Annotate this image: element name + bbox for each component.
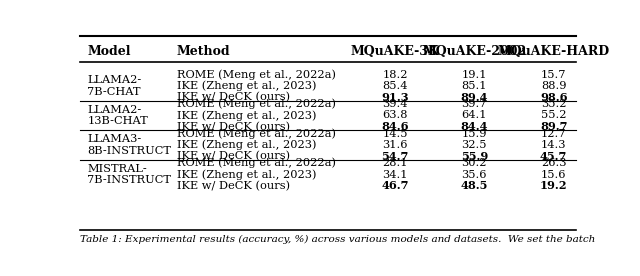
Text: IKE (Zheng et al., 2023): IKE (Zheng et al., 2023) bbox=[177, 169, 316, 180]
Text: 30.2: 30.2 bbox=[461, 158, 487, 168]
Text: 31.6: 31.6 bbox=[382, 140, 408, 150]
Text: ROME (Meng et al., 2022a): ROME (Meng et al., 2022a) bbox=[177, 99, 336, 109]
Text: 64.1: 64.1 bbox=[461, 110, 487, 120]
Text: 48.5: 48.5 bbox=[461, 181, 488, 192]
Text: 12.7: 12.7 bbox=[541, 129, 566, 139]
Text: MQuAKE-2002: MQuAKE-2002 bbox=[422, 45, 527, 58]
Text: IKE (Zheng et al., 2023): IKE (Zheng et al., 2023) bbox=[177, 81, 316, 91]
Text: 8B-INSTRUCT: 8B-INSTRUCT bbox=[88, 146, 172, 156]
Text: ROME (Meng et al., 2022a): ROME (Meng et al., 2022a) bbox=[177, 69, 336, 80]
Text: IKE (Zheng et al., 2023): IKE (Zheng et al., 2023) bbox=[177, 110, 316, 121]
Text: IKE (Zheng et al., 2023): IKE (Zheng et al., 2023) bbox=[177, 140, 316, 150]
Text: 19.2: 19.2 bbox=[540, 181, 568, 192]
Text: 85.1: 85.1 bbox=[461, 81, 487, 91]
Text: 15.9: 15.9 bbox=[461, 129, 487, 139]
Text: Table 1: Experimental results (accuracy, %) across various models and datasets. : Table 1: Experimental results (accuracy,… bbox=[80, 235, 595, 244]
Text: MQuAKE-3K: MQuAKE-3K bbox=[351, 45, 439, 58]
Text: ROME (Meng et al., 2022a): ROME (Meng et al., 2022a) bbox=[177, 158, 336, 168]
Text: LLAMA2-: LLAMA2- bbox=[88, 75, 141, 85]
Text: LLAMA3-: LLAMA3- bbox=[88, 134, 141, 144]
Text: MQuAKE-HARD: MQuAKE-HARD bbox=[498, 45, 610, 58]
Text: IKE w/ DeCK (ours): IKE w/ DeCK (ours) bbox=[177, 181, 290, 191]
Text: 26.3: 26.3 bbox=[541, 158, 566, 168]
Text: 39.7: 39.7 bbox=[461, 99, 487, 109]
Text: 35.2: 35.2 bbox=[541, 99, 566, 109]
Text: Model: Model bbox=[88, 45, 131, 58]
Text: 84.6: 84.6 bbox=[381, 121, 409, 132]
Text: 7B-INSTRUCT: 7B-INSTRUCT bbox=[88, 176, 172, 185]
Text: 55.9: 55.9 bbox=[461, 151, 488, 162]
Text: 28.1: 28.1 bbox=[382, 158, 408, 168]
Text: 18.2: 18.2 bbox=[382, 70, 408, 79]
Text: 63.8: 63.8 bbox=[382, 110, 408, 120]
Text: IKE w/ DeCK (ours): IKE w/ DeCK (ours) bbox=[177, 122, 290, 132]
Text: 89.4: 89.4 bbox=[461, 92, 488, 103]
Text: IKE w/ DeCK (ours): IKE w/ DeCK (ours) bbox=[177, 151, 290, 161]
Text: 13B-CHAT: 13B-CHAT bbox=[88, 116, 148, 126]
Text: MISTRAL-: MISTRAL- bbox=[88, 164, 147, 174]
Text: 91.3: 91.3 bbox=[381, 92, 409, 103]
Text: 45.7: 45.7 bbox=[540, 151, 568, 162]
Text: 89.7: 89.7 bbox=[540, 121, 568, 132]
Text: 54.7: 54.7 bbox=[381, 151, 409, 162]
Text: 15.7: 15.7 bbox=[541, 70, 566, 79]
Text: IKE w/ DeCK (ours): IKE w/ DeCK (ours) bbox=[177, 92, 290, 102]
Text: 98.6: 98.6 bbox=[540, 92, 568, 103]
Text: 55.2: 55.2 bbox=[541, 110, 566, 120]
Text: 84.4: 84.4 bbox=[461, 121, 488, 132]
Text: 34.1: 34.1 bbox=[382, 169, 408, 180]
Text: 14.3: 14.3 bbox=[541, 140, 566, 150]
Text: 39.4: 39.4 bbox=[382, 99, 408, 109]
Text: 35.6: 35.6 bbox=[461, 169, 487, 180]
Text: 46.7: 46.7 bbox=[381, 181, 409, 192]
Text: 88.9: 88.9 bbox=[541, 81, 566, 91]
Text: Method: Method bbox=[177, 45, 230, 58]
Text: ROME (Meng et al., 2022a): ROME (Meng et al., 2022a) bbox=[177, 128, 336, 139]
Text: 19.1: 19.1 bbox=[461, 70, 487, 79]
Text: 15.6: 15.6 bbox=[541, 169, 566, 180]
Text: 32.5: 32.5 bbox=[461, 140, 487, 150]
Text: 7B-CHAT: 7B-CHAT bbox=[88, 87, 141, 97]
Text: 85.4: 85.4 bbox=[382, 81, 408, 91]
Text: 14.5: 14.5 bbox=[382, 129, 408, 139]
Text: LLAMA2-: LLAMA2- bbox=[88, 105, 141, 115]
